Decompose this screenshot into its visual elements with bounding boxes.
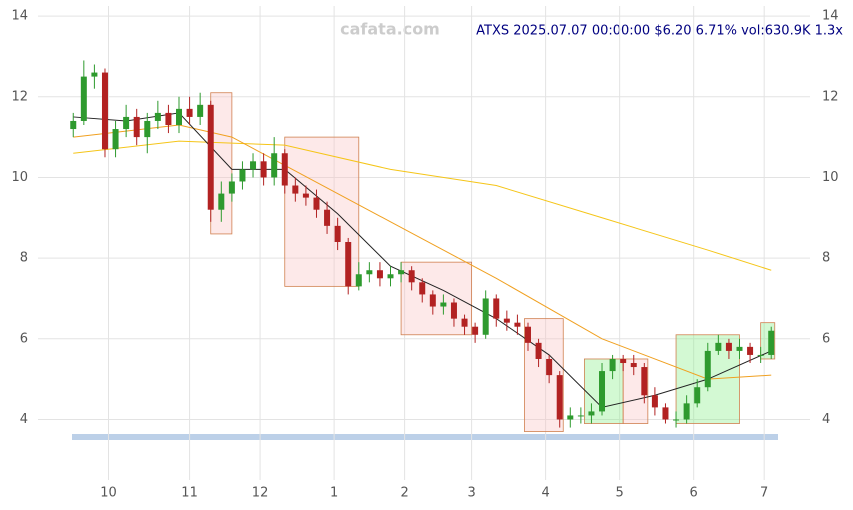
y-tick-label: 14 (11, 9, 28, 24)
candle-body (207, 104, 214, 210)
y-tick-label: 4 (20, 412, 28, 427)
x-tick-label: 1 (330, 486, 338, 501)
y-tick-label-right: 4 (822, 412, 830, 427)
candle-body (683, 403, 690, 420)
candle-body (482, 298, 489, 335)
candle-body (239, 169, 246, 182)
candle-body (493, 298, 500, 319)
candle-body (228, 181, 235, 194)
candle-body (133, 116, 140, 138)
y-tick-label-right: 6 (822, 331, 830, 346)
candle-body (514, 322, 521, 327)
candle-body (197, 104, 204, 117)
candle-body (419, 282, 426, 295)
y-tick-label-right: 8 (822, 251, 830, 266)
candle-body (376, 270, 383, 279)
x-tick-label: 3 (467, 486, 475, 501)
candle-body (524, 326, 531, 343)
moving-average (73, 124, 772, 380)
candle-body (123, 116, 130, 130)
candle-body (747, 346, 754, 355)
candle-body (112, 129, 119, 150)
candle-body (715, 342, 722, 351)
candle-body (218, 193, 225, 210)
candle-body (271, 153, 278, 178)
candle-body (355, 274, 362, 287)
candle-body (281, 153, 288, 186)
volume-strip (72, 434, 778, 440)
candle-body (144, 120, 151, 138)
y-tick-label: 10 (11, 170, 28, 185)
candle-body (398, 270, 405, 275)
candle-body (334, 225, 341, 242)
candle-body (461, 318, 468, 327)
chart-title: ATXS 2025.07.07 00:00:00 $6.20 6.71% vol… (476, 24, 843, 39)
candle-body (662, 407, 669, 420)
x-tick-label: 4 (541, 486, 549, 501)
candle-body (250, 161, 257, 170)
candle-body (302, 193, 309, 198)
candle-body (556, 375, 563, 420)
candle-body (429, 294, 436, 307)
x-tick-label: 2 (400, 486, 408, 501)
candle-body (630, 363, 637, 368)
candle-body (567, 415, 574, 420)
candle-body (80, 76, 87, 121)
candle-body (472, 326, 479, 335)
y-tick-label: 6 (20, 331, 28, 346)
candle-body (176, 108, 183, 126)
candle-body (757, 354, 764, 356)
watermark: cafata.com (340, 20, 440, 39)
candle-body (609, 358, 616, 372)
candle-body (694, 387, 701, 404)
candle-body (535, 342, 542, 359)
x-tick-label: 10 (100, 486, 117, 501)
candle-body (673, 419, 680, 421)
candle-body (620, 358, 627, 364)
y-tick-label-right: 14 (822, 9, 839, 24)
candle-body (70, 120, 77, 130)
candle-body (366, 270, 373, 275)
candle-body (704, 350, 711, 388)
candle-body (165, 112, 172, 126)
candle-body (324, 209, 331, 226)
candle-body (292, 185, 299, 194)
candle-body (450, 302, 457, 319)
candle-body (101, 72, 108, 150)
candle-body (387, 274, 394, 279)
candle-body (503, 318, 510, 323)
candle-body (260, 161, 267, 178)
candle-body (577, 415, 584, 417)
candle-body (313, 197, 320, 210)
candle-body (91, 72, 98, 77)
x-tick-label: 6 (690, 486, 698, 501)
x-tick-label: 12 (252, 486, 269, 501)
x-tick-label: 11 (181, 486, 198, 501)
candle-body (408, 270, 415, 283)
candle-body (546, 358, 553, 376)
candle-body (599, 371, 606, 412)
y-tick-label-right: 10 (822, 170, 839, 185)
candle-body (736, 346, 743, 351)
candle-body (641, 367, 648, 396)
x-tick-label: 7 (760, 486, 768, 501)
candle-body (588, 411, 595, 416)
candle-body (186, 108, 193, 117)
candle-body (440, 302, 447, 307)
y-tick-label: 8 (20, 251, 28, 266)
y-tick-label-right: 12 (822, 89, 839, 104)
x-tick-label: 5 (616, 486, 624, 501)
candle-body (154, 112, 161, 121)
candle-body (725, 342, 732, 351)
candle-body (345, 241, 352, 287)
y-tick-label: 12 (11, 89, 28, 104)
moving-average (73, 112, 772, 408)
candle-body (768, 330, 775, 355)
moving-average (73, 140, 772, 271)
candle-body (651, 395, 658, 408)
